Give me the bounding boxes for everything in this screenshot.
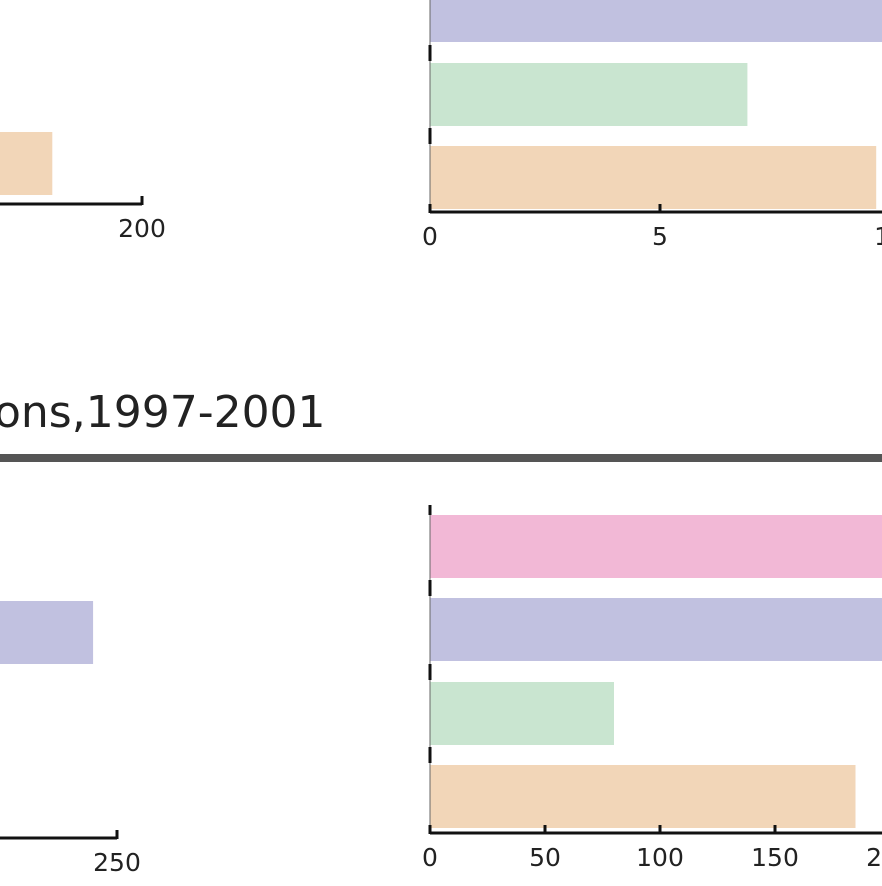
bar — [430, 515, 882, 578]
bar — [430, 63, 748, 126]
bar — [0, 601, 94, 664]
x-tick-label: 100 — [636, 843, 684, 872]
bar — [0, 132, 53, 195]
x-tick-label: 200 — [866, 843, 882, 872]
section-rule — [0, 454, 882, 462]
x-tick-label: 50 — [529, 843, 561, 872]
x-tick-label: 0 — [422, 222, 438, 251]
bar — [430, 146, 877, 209]
x-tick-label: 5 — [652, 222, 668, 251]
x-tick-label: 0 — [422, 843, 438, 872]
x-tick-label: 10 — [874, 222, 882, 251]
x-tick-label: 200 — [118, 214, 166, 243]
x-tick-label: 150 — [751, 843, 799, 872]
section-title: ons,1997-2001 — [0, 387, 326, 438]
bar — [430, 682, 614, 745]
bar — [430, 765, 856, 828]
bar — [430, 598, 882, 661]
bar — [430, 0, 882, 42]
x-tick-label: 250 — [93, 848, 141, 877]
